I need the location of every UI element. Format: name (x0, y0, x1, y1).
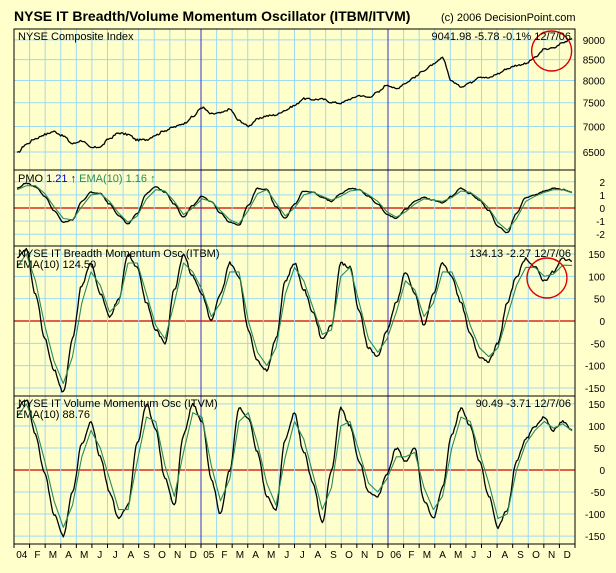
panel-pmo: -2 -1 0 1 2 PMO 1.21 ↑ EMA(10) 1.16 ↑ (13, 169, 605, 247)
y-tick-label: -150 (585, 384, 605, 395)
ema-line (16, 253, 573, 385)
x-axis: 04 F M A M J J A S O N D 05 F M A M J J A S O N D 06 F M A M J J A S O N D (13, 544, 576, 561)
x-tick-label: M (423, 550, 431, 561)
x-tick-label: N (174, 550, 181, 561)
x-tick-label: F (221, 550, 227, 561)
x-tick-label: M (267, 550, 275, 561)
y-tick-label: -150 (585, 532, 605, 543)
y-tick-label: 0 (599, 317, 605, 328)
y-tick-label: 0 (599, 204, 605, 215)
y-tick-label: 9000 (583, 36, 606, 47)
y-tick-label: 2 (599, 178, 605, 189)
x-tick-label: 06 (390, 550, 402, 561)
panel-readout: 9041.98 -5.78 -0.1% 12/7/06 (432, 31, 571, 43)
panel-itvm: -150 -100 -50 0 50 100 150 NYSE IT Volume Momen… (13, 395, 606, 545)
series-line (16, 37, 573, 153)
panel-readout: 90.49 -3.71 12/7/06 (476, 398, 571, 410)
y-tick-label: 50 (594, 295, 606, 306)
highlight-circle (530, 30, 573, 72)
copyright-text: (c) 2006 DecisionPoint.com (441, 12, 576, 24)
x-tick-label: A (252, 550, 259, 561)
panel-label: NYSE Composite Index (18, 31, 134, 43)
x-tick-label: 05 (203, 550, 215, 561)
x-tick-label: M (80, 550, 88, 561)
panel-label: NYSE IT Volume Momentum Osc (ITVM) (18, 398, 218, 410)
x-tick-label: J (113, 550, 118, 561)
x-tick-label: J (284, 550, 289, 561)
ema-label: EMA(10) 124.50 (16, 259, 96, 271)
x-tick-label: N (361, 550, 368, 561)
ema-line (16, 185, 573, 231)
x-tick-label: F (408, 550, 414, 561)
x-tick-label: J (97, 550, 102, 561)
x-tick-label: S (330, 550, 337, 561)
x-tick-label: A (502, 550, 509, 561)
series-line (16, 247, 573, 393)
x-tick-label: D (190, 550, 197, 561)
y-tick-label: -50 (591, 488, 606, 499)
x-tick-label: J (471, 550, 476, 561)
highlight-circle (526, 257, 568, 299)
panel-itbm: -150 -100 -50 0 50 100 150 NYSE IT Breadth Mome… (13, 245, 606, 397)
x-tick-label: O (532, 550, 540, 561)
y-tick-label: 8500 (583, 56, 606, 67)
panel-price: 6500 7000 7500 8000 8500 9000 NYSE Composite I… (13, 28, 606, 171)
x-tick-label: A (439, 550, 446, 561)
panel-label: PMO 1.21 ↑ EMA(10) 1.16 ↑ (18, 173, 156, 185)
y-tick-label: 100 (588, 422, 605, 433)
y-tick-label: -100 (585, 510, 605, 521)
x-tick-label: S (517, 550, 524, 561)
x-tick-label: O (158, 550, 166, 561)
x-tick-label: J (300, 550, 305, 561)
panel-label: NYSE IT Breadth Momentum Osc (ITBM) (18, 248, 220, 260)
series-line (16, 399, 573, 538)
chart-title: NYSE IT Breadth/Volume Momentum Oscillat… (14, 8, 411, 24)
y-tick-label: -2 (596, 230, 605, 241)
y-tick-label: -100 (585, 362, 605, 373)
ema-label: EMA(10) 88.76 (16, 409, 90, 421)
x-tick-label: A (128, 550, 135, 561)
y-tick-label: 1 (599, 191, 605, 202)
series-line (16, 182, 573, 234)
x-tick-label: M (454, 550, 462, 561)
y-tick-label: 150 (588, 400, 605, 411)
x-tick-label: O (345, 550, 353, 561)
x-tick-label: J (487, 550, 492, 561)
panel-readout: 134.13 -2.27 12/7/06 (469, 248, 571, 260)
x-tick-label: D (564, 550, 571, 561)
x-tick-label: M (49, 550, 57, 561)
y-tick-label: 8000 (583, 77, 606, 88)
x-tick-label: F (34, 550, 40, 561)
y-tick-label: 7000 (583, 123, 606, 134)
y-tick-label: 6500 (583, 148, 606, 159)
y-tick-label: 100 (588, 272, 605, 283)
y-tick-label: 150 (588, 250, 605, 261)
y-tick-label: 0 (599, 466, 605, 477)
y-tick-label: -50 (591, 339, 606, 350)
x-tick-label: A (315, 550, 322, 561)
x-tick-label: A (65, 550, 72, 561)
x-tick-label: D (377, 550, 384, 561)
y-tick-label: 7500 (583, 99, 606, 110)
y-tick-label: -1 (596, 217, 605, 228)
ema-line (16, 403, 573, 528)
y-tick-label: 50 (594, 444, 606, 455)
x-tick-label: M (236, 550, 244, 561)
x-tick-label: S (143, 550, 150, 561)
x-tick-label: N (548, 550, 555, 561)
x-tick-label: 04 (16, 550, 28, 561)
